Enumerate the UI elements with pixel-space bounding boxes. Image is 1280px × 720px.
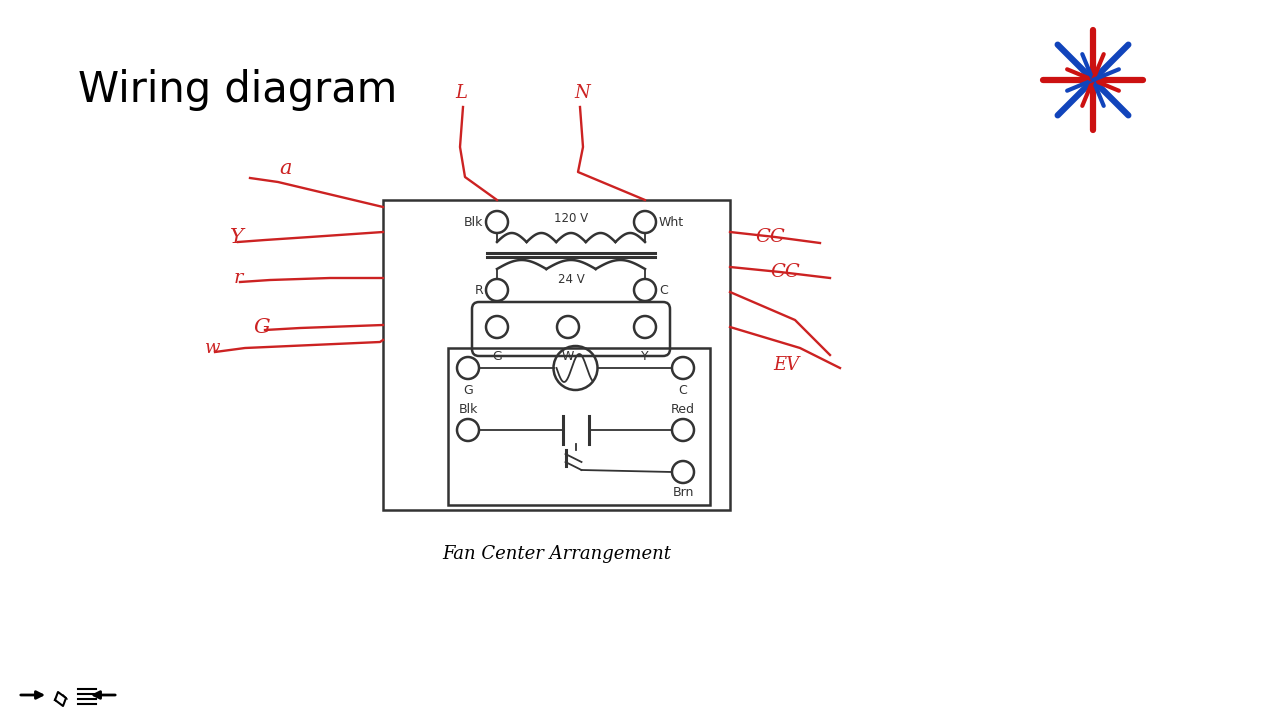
- Text: G: G: [253, 318, 270, 336]
- Text: w: w: [205, 339, 220, 357]
- Text: Y: Y: [641, 350, 649, 363]
- Bar: [383, 200, 730, 510]
- Text: Fan Center Arrangement: Fan Center Arrangement: [443, 545, 672, 563]
- Text: N: N: [575, 84, 590, 102]
- Text: C: C: [678, 384, 687, 397]
- Text: 24 V: 24 V: [558, 273, 585, 286]
- Text: CC: CC: [771, 263, 800, 281]
- Text: Red: Red: [671, 403, 695, 416]
- Text: r: r: [233, 269, 243, 287]
- Text: Brn: Brn: [672, 486, 694, 499]
- Text: W: W: [562, 350, 575, 363]
- Text: 120 V: 120 V: [554, 212, 588, 225]
- Text: G: G: [463, 384, 472, 397]
- Text: R: R: [475, 284, 483, 297]
- Text: Wiring diagram: Wiring diagram: [78, 69, 397, 111]
- Text: Y: Y: [230, 228, 244, 246]
- Text: C: C: [659, 284, 668, 297]
- Bar: [448, 348, 710, 505]
- Text: Blk: Blk: [463, 215, 483, 228]
- Text: a: a: [280, 158, 292, 178]
- Text: Blk: Blk: [458, 403, 477, 416]
- Text: L: L: [454, 84, 467, 102]
- Text: G: G: [492, 350, 502, 363]
- Text: Wht: Wht: [659, 215, 684, 228]
- Text: CC: CC: [755, 228, 785, 246]
- Text: EV: EV: [773, 356, 799, 374]
